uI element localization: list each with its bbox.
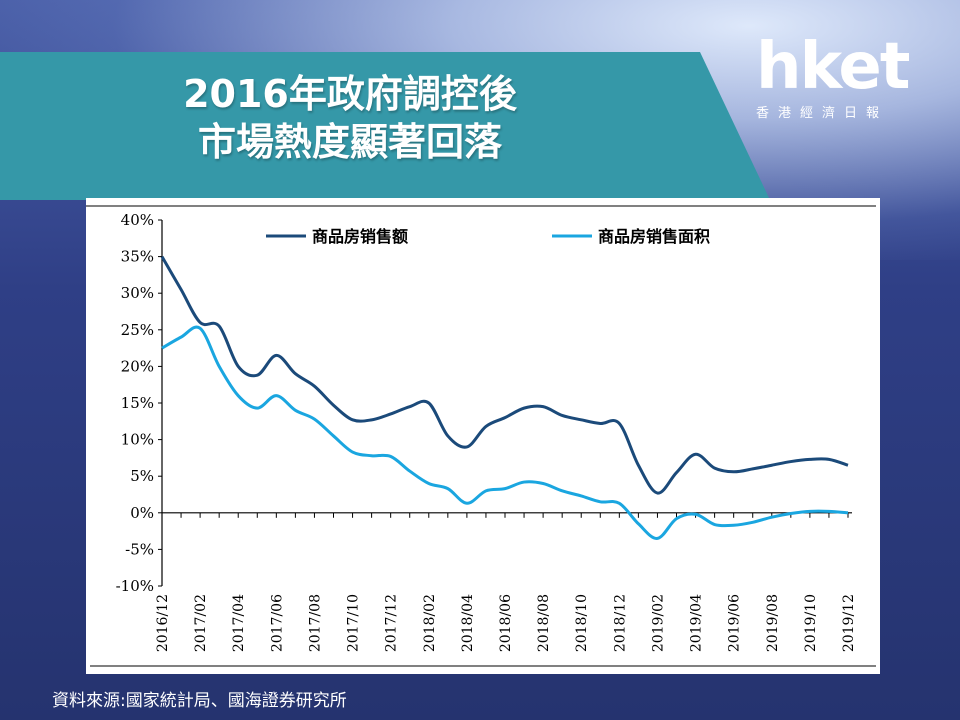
- y-tick-label: 35%: [121, 248, 154, 266]
- x-tick-label: 2017/08: [307, 594, 323, 652]
- y-tick-label: 20%: [121, 357, 154, 375]
- x-tick-label: 2019/06: [727, 594, 743, 652]
- y-tick-label: 25%: [121, 321, 154, 339]
- x-tick-label: 2018/08: [536, 594, 552, 652]
- hket-logo: hket 香港經濟日報: [756, 30, 936, 130]
- x-tick-label: 2019/12: [841, 594, 857, 652]
- title-line-1: 2016年政府調控後: [183, 72, 517, 116]
- y-tick-label: 10%: [121, 431, 154, 449]
- y-tick-label: -10%: [116, 577, 154, 595]
- x-tick-label: 2018/10: [574, 594, 590, 652]
- x-tick-label: 2017/02: [193, 594, 209, 652]
- x-tick-label: 2019/04: [689, 594, 705, 652]
- x-tick-label: 2017/12: [384, 594, 400, 652]
- series-line-1: [160, 255, 849, 495]
- x-tick-label: 2016/12: [155, 594, 171, 652]
- title-line-2: 市場熱度顯著回落: [197, 120, 502, 164]
- y-tick-label: 40%: [121, 211, 154, 229]
- x-tick-label: 2018/06: [498, 594, 514, 652]
- page-title: 2016年政府調控後 市場熱度顯著回落: [0, 70, 700, 166]
- y-tick-label: -5%: [125, 540, 154, 558]
- x-tick-label: 2018/12: [612, 594, 628, 652]
- logo-wordmark: hket: [756, 30, 910, 104]
- y-tick-label: 5%: [130, 467, 154, 485]
- x-tick-label: 2017/06: [269, 594, 285, 652]
- x-tick-label: 2019/02: [650, 594, 666, 652]
- x-tick-label: 2019/10: [803, 594, 819, 652]
- legend-label-2: 商品房销售面积: [598, 227, 710, 246]
- logo-subtitle: 香港經濟日報: [756, 106, 889, 121]
- x-tick-label: 2017/10: [346, 594, 362, 652]
- x-tick-label: 2019/08: [765, 594, 781, 652]
- y-tick-label: 15%: [121, 394, 154, 412]
- series-line-2: [161, 325, 849, 540]
- legend-label-1: 商品房销售额: [312, 227, 408, 246]
- x-tick-label: 2017/04: [231, 594, 247, 652]
- title-band: [0, 52, 770, 200]
- line-chart: 40% 35% 30% 25% 20% 15% 10% 5% 0% -5% -10%2016/12 2…: [86, 205, 876, 667]
- y-tick-label: 0%: [130, 504, 154, 522]
- x-tick-label: 2018/02: [422, 594, 438, 652]
- chart-panel: 40% 35% 30% 25% 20% 15% 10% 5% 0% -5% -10% 2016/12 2…: [86, 198, 880, 674]
- x-tick-label: 2018/04: [460, 594, 476, 652]
- source-note: 資料來源:國家統計局、國海證券研究所: [52, 691, 347, 711]
- y-tick-label: 30%: [121, 284, 154, 302]
